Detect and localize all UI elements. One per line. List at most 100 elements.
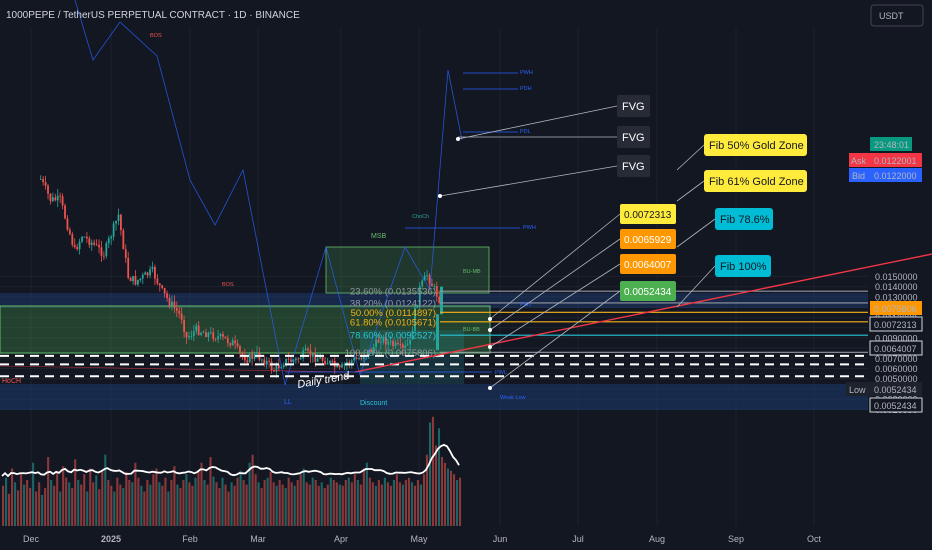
volume-bar — [95, 475, 98, 526]
volume-bar — [71, 488, 74, 526]
volume-bar — [110, 485, 113, 526]
volume-bar — [65, 477, 68, 526]
volume-bar — [107, 480, 110, 526]
volume-bar — [59, 491, 62, 526]
candle-body — [200, 332, 202, 335]
candle-body — [353, 357, 356, 361]
volume-bar — [74, 459, 77, 526]
candle-body — [360, 358, 363, 360]
volume-bar — [236, 477, 239, 526]
volume-bar — [242, 480, 245, 526]
volume-bar — [386, 482, 389, 526]
candle-body — [188, 336, 190, 338]
candle-body — [107, 238, 110, 244]
candle-body — [59, 195, 62, 197]
volume-bar — [218, 488, 221, 526]
white-price-2: 0.0064007 — [874, 344, 917, 354]
volume-bar — [362, 468, 365, 526]
volume-bar — [104, 454, 107, 526]
volume-bar — [365, 462, 368, 526]
candle-body — [416, 304, 419, 308]
volume-bar — [212, 476, 215, 526]
fib-label: 23.60% (0.0135536) — [350, 287, 436, 298]
currency-button[interactable]: USDT — [870, 4, 924, 27]
structure-label: HoCH — [2, 378, 21, 385]
candle-body — [355, 357, 358, 359]
price-box-label: 0.0064007 — [624, 260, 672, 271]
candle-body — [260, 359, 263, 361]
volume-bar — [380, 484, 383, 526]
price-box-leader — [489, 290, 621, 389]
breakout-candle — [440, 286, 443, 315]
candle-body — [307, 348, 309, 351]
volume-bar — [41, 494, 44, 526]
volume-bar — [428, 422, 432, 526]
volume-bar — [320, 482, 323, 526]
candle-body — [263, 359, 266, 365]
discount-zone — [0, 384, 868, 410]
volume-bar — [293, 485, 296, 526]
volume-bar — [47, 457, 50, 526]
candle-body — [54, 197, 57, 201]
candle-body — [71, 234, 74, 245]
currency-button-box[interactable] — [870, 4, 924, 27]
candle-body — [163, 288, 166, 294]
candle-body — [290, 359, 292, 362]
x-tick-label: May — [410, 534, 428, 544]
low-badge-label — [846, 382, 870, 396]
volume-bar — [182, 480, 185, 526]
volume-bar — [344, 480, 347, 526]
candle-body — [363, 357, 365, 360]
y-tick-label: 0.0140000 — [875, 282, 918, 292]
candle-body — [435, 286, 438, 297]
candle-body — [397, 342, 399, 344]
volume-bar — [401, 484, 404, 526]
fib-layer: 23.60% (0.0135536)38.20% (0.0124122)50.0… — [0, 253, 932, 378]
volume-bar — [419, 484, 423, 526]
candle-body — [292, 360, 295, 362]
volume-bar — [287, 477, 290, 526]
volume-bar — [26, 480, 29, 526]
marker-label: PWL — [495, 370, 507, 376]
callout-label: Fib 100% — [720, 261, 767, 273]
candle-body — [197, 325, 200, 335]
marker-label: PWH — [520, 70, 533, 76]
currency-button-label[interactable]: USDT — [879, 11, 904, 21]
candle-body — [338, 365, 341, 368]
candle-body — [399, 343, 402, 345]
volume-bar — [164, 477, 167, 526]
candle-body — [256, 352, 258, 354]
x-axis[interactable]: Dec 2025 Feb Mar Apr May Jun Jul Aug Sep Oct — [23, 534, 822, 544]
candle-body — [389, 340, 392, 342]
x-tick-label: 2025 — [101, 534, 121, 544]
candle-body — [168, 298, 171, 306]
volume-bar — [50, 480, 53, 526]
volume-bar — [239, 470, 242, 526]
candle-body — [51, 197, 54, 202]
volume-bar — [272, 482, 275, 526]
candle-body — [297, 358, 300, 360]
volume-bar — [143, 491, 146, 526]
candle-body — [294, 358, 297, 361]
volume-bar — [53, 485, 56, 526]
volume-bar — [92, 482, 95, 526]
candle-body — [314, 353, 317, 362]
candle-body — [81, 236, 83, 242]
price-box — [620, 229, 676, 249]
candle-body — [64, 205, 66, 219]
candle-body — [171, 301, 173, 306]
candle-body — [414, 307, 416, 331]
volume-bar — [290, 482, 293, 526]
candle-body — [195, 325, 198, 332]
volume-bar — [266, 477, 269, 526]
x-tick-label: Aug — [649, 534, 665, 544]
callout-box — [715, 255, 771, 277]
volume-bar — [32, 462, 35, 526]
candle-body — [68, 229, 71, 235]
x-tick-label: Apr — [334, 534, 348, 544]
candle-body — [47, 185, 49, 194]
fvg-leader — [457, 105, 618, 140]
marker-label: BOS — [222, 282, 234, 288]
fvg-label: FVG — [622, 161, 645, 173]
